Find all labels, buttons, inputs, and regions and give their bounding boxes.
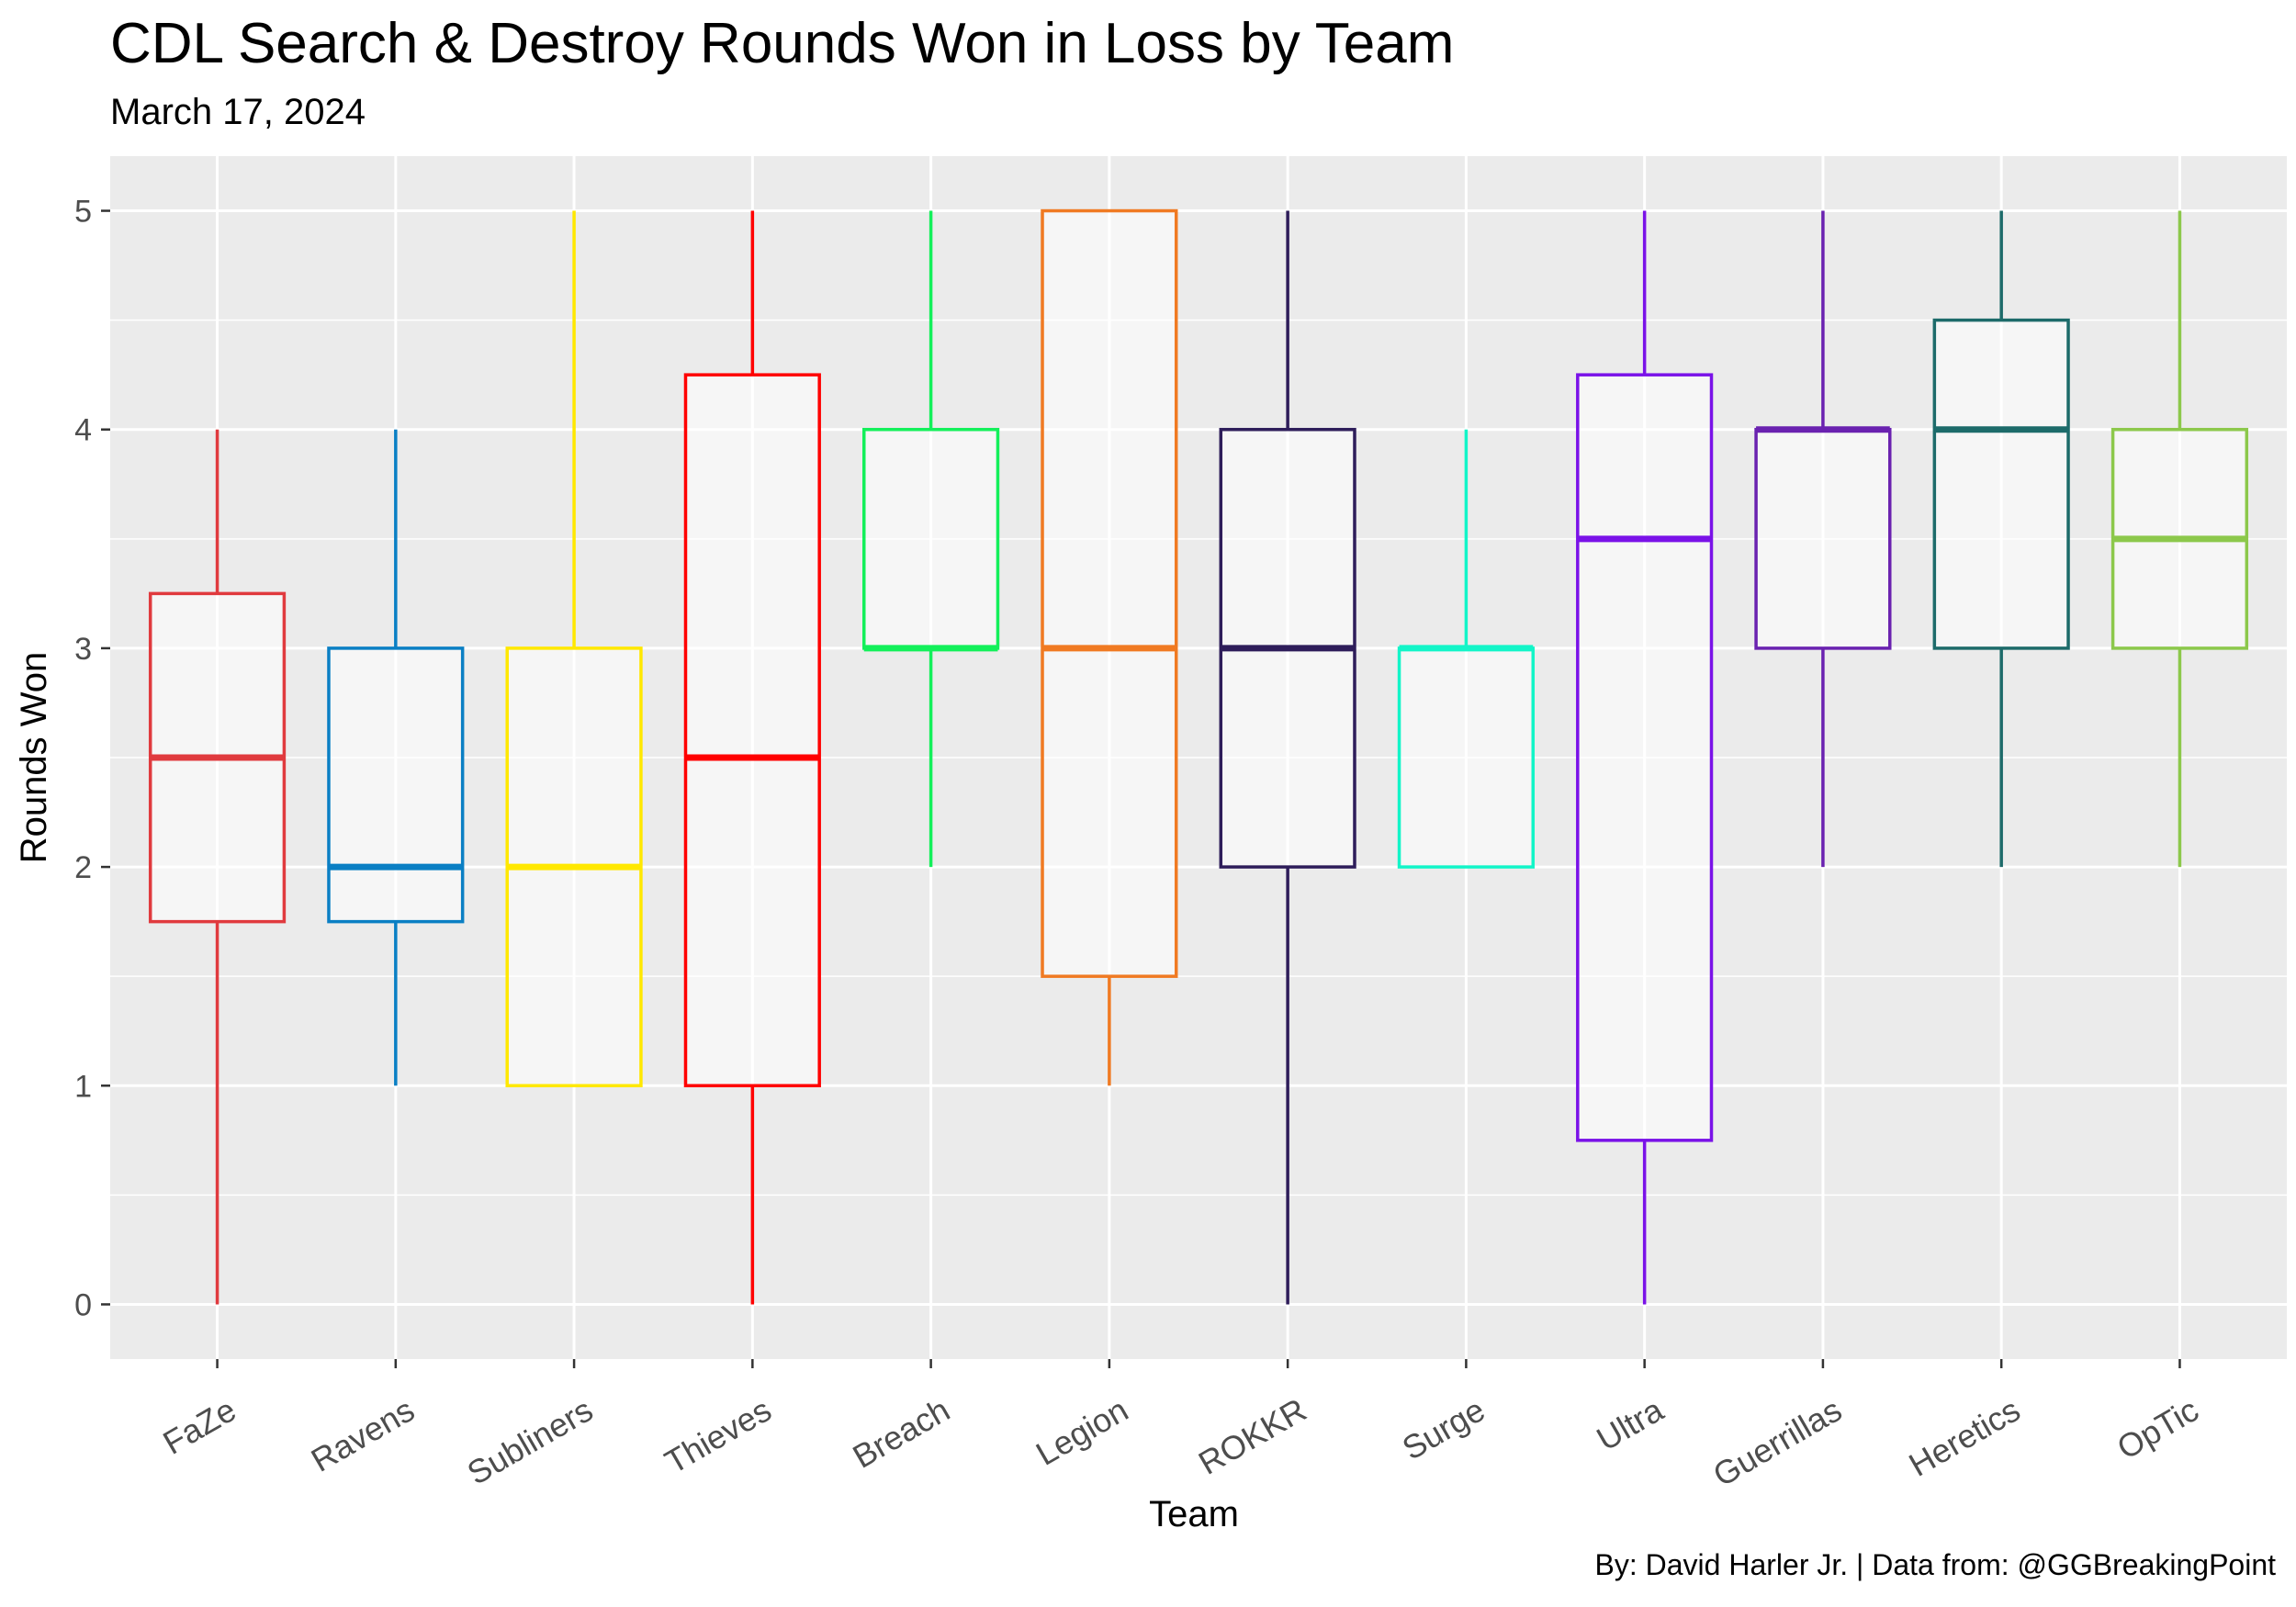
box-optic <box>2110 210 2249 868</box>
x-tick-label: Surge <box>1396 1390 1491 1467</box>
y-tick-label: 3 <box>74 632 92 667</box>
x-tick-label: Ravens <box>305 1390 421 1479</box>
x-tick-label: Breach <box>847 1390 956 1476</box>
y-tick-label: 1 <box>74 1069 92 1104</box>
y-tick-label: 0 <box>74 1287 92 1322</box>
box-breach <box>862 210 1000 868</box>
x-axis-ticks: FaZe Ravens Subliners Thieves Breach Legion RO… <box>156 1359 2205 1494</box>
chart-title: CDL Search & Destroy Rounds Won in Loss … <box>110 12 1455 75</box>
x-tick-label: OpTic <box>2110 1390 2205 1467</box>
iqr-box <box>862 427 1000 650</box>
x-tick-label: Subliners <box>461 1390 599 1492</box>
box-rokkr <box>1219 210 1356 1305</box>
y-axis-ticks: 0 1 2 3 4 5 <box>74 195 110 1322</box>
x-tick-label: Heretics <box>1903 1390 2027 1484</box>
y-axis-title: Rounds Won <box>14 652 54 864</box>
x-tick-label: Legion <box>1030 1390 1134 1473</box>
box-thieves <box>683 210 821 1305</box>
box-subliners <box>505 210 643 1088</box>
iqr-box <box>1041 208 1178 978</box>
chart-subtitle: March 17, 2024 <box>110 92 366 132</box>
iqr-box <box>683 373 821 1088</box>
x-tick-label: FaZe <box>156 1390 242 1462</box>
x-axis-title: Team <box>1149 1494 1239 1534</box>
iqr-box <box>1932 318 2070 650</box>
box-heretics <box>1932 210 2070 868</box>
box-legion <box>1041 208 1178 1086</box>
y-tick-label: 2 <box>74 850 92 885</box>
iqr-box <box>1397 646 1535 869</box>
box-ultra <box>1576 210 1714 1305</box>
x-tick-label: Ultra <box>1591 1390 1671 1458</box>
box-series <box>148 208 2249 1305</box>
iqr-box <box>1754 427 1892 650</box>
y-tick-label: 4 <box>74 413 92 448</box>
box-faze <box>148 429 287 1305</box>
iqr-box <box>1576 373 1714 1142</box>
x-tick-label: ROKKR <box>1192 1390 1312 1482</box>
chart-caption: By: David Harler Jr. | Data from: @GGBre… <box>1594 1548 2276 1581</box>
x-tick-label: Guerrillas <box>1706 1390 1848 1494</box>
box-guerrillas <box>1754 210 1892 868</box>
y-tick-label: 5 <box>74 195 92 230</box>
box-surge <box>1397 429 1535 869</box>
box-ravens <box>327 429 465 1086</box>
iqr-box <box>327 646 465 924</box>
x-tick-label: Thieves <box>658 1390 778 1481</box>
